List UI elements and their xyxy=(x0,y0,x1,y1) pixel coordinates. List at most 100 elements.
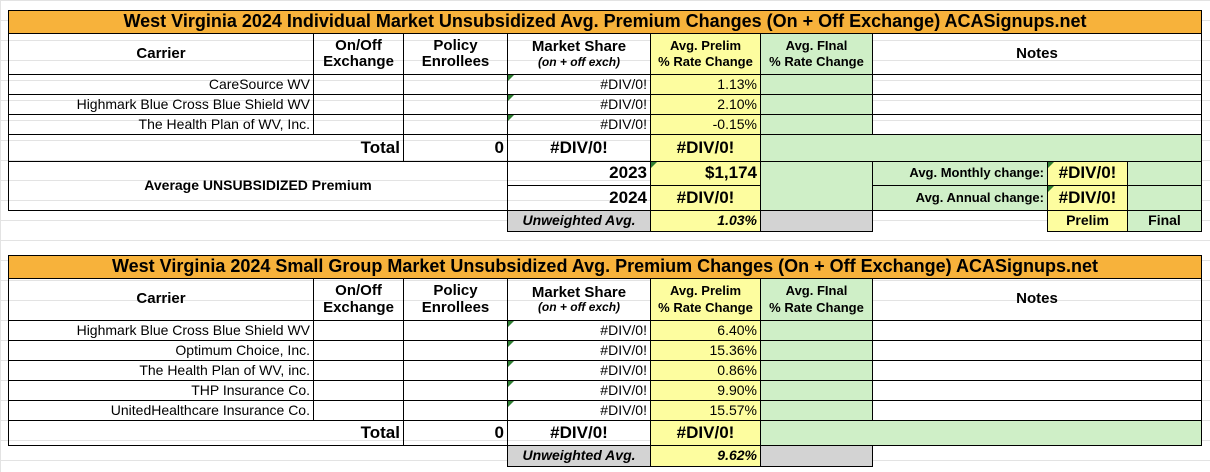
individual-title[interactable]: West Virginia 2024 Individual Market Uns… xyxy=(8,10,1202,34)
enrollees-cell[interactable] xyxy=(403,74,508,95)
carrier-cell[interactable]: The Health Plan of WV, Inc. xyxy=(8,114,314,135)
final-cell[interactable] xyxy=(760,340,873,361)
avg-premium-label[interactable]: Average UNSUBSIDIZED Premium xyxy=(8,161,508,211)
market-share-cell[interactable]: #DIV/0! xyxy=(507,340,651,361)
header-policy-enrollees[interactable]: Policy Enrollees xyxy=(403,33,508,75)
enrollees-cell[interactable] xyxy=(403,380,508,401)
on-off-cell[interactable] xyxy=(313,340,404,361)
final-cell[interactable] xyxy=(760,400,873,421)
prelim-cell[interactable]: -0.15% xyxy=(650,114,761,135)
total-market-share[interactable]: #DIV/0! xyxy=(507,134,651,162)
total-market-share[interactable]: #DIV/0! xyxy=(507,420,651,446)
enrollees-cell[interactable] xyxy=(403,360,508,381)
unweighted-avg-value[interactable]: 9.62% xyxy=(650,445,761,467)
header-notes[interactable]: Notes xyxy=(872,278,1202,321)
notes-cell[interactable] xyxy=(872,360,1202,381)
final-cell[interactable] xyxy=(760,320,873,341)
enrollees-cell[interactable] xyxy=(403,114,508,135)
carrier-cell[interactable]: Highmark Blue Cross Blue Shield WV xyxy=(8,94,314,115)
total-label[interactable]: Total xyxy=(8,420,404,446)
prelim-cell[interactable]: 15.36% xyxy=(650,340,761,361)
final-cell[interactable] xyxy=(760,114,873,135)
year-2023-label[interactable]: 2023 xyxy=(507,161,651,186)
header-notes[interactable]: Notes xyxy=(872,33,1202,75)
premium-final-cell[interactable] xyxy=(760,161,873,211)
header-on-off-exchange[interactable]: On/Off Exchange xyxy=(313,278,404,321)
premium-2024-value[interactable]: #DIV/0! xyxy=(650,185,761,211)
avg-monthly-change-label[interactable]: Avg. Monthly change: xyxy=(872,161,1048,186)
avg-monthly-change-value[interactable]: #DIV/0! xyxy=(1047,161,1128,186)
carrier-cell[interactable]: CareSource WV xyxy=(8,74,314,95)
notes-cell[interactable] xyxy=(872,94,1202,115)
final-cell[interactable] xyxy=(760,74,873,95)
prelim-cell[interactable]: 2.10% xyxy=(650,94,761,115)
header-avg-final[interactable]: Avg. FInal% Rate Change xyxy=(760,33,873,75)
market-share-cell[interactable]: #DIV/0! xyxy=(507,74,651,95)
small-group-title[interactable]: West Virginia 2024 Small Group Market Un… xyxy=(8,255,1202,279)
avg-annual-change-value[interactable]: #DIV/0! xyxy=(1047,185,1128,211)
notes-cell[interactable] xyxy=(872,340,1202,361)
header-market-share[interactable]: Market Share (on + off exch) xyxy=(507,278,651,321)
on-off-cell[interactable] xyxy=(313,74,404,95)
market-share-cell[interactable]: #DIV/0! xyxy=(507,400,651,421)
prelim-cell[interactable]: 0.86% xyxy=(650,360,761,381)
year-2024-label[interactable]: 2024 xyxy=(507,185,651,211)
enrollees-cell[interactable] xyxy=(403,400,508,421)
header-avg-prelim[interactable]: Avg. Prelim% Rate Change xyxy=(650,33,761,75)
total-final-notes[interactable] xyxy=(760,420,1202,446)
total-prelim[interactable]: #DIV/0! xyxy=(650,134,761,162)
unweighted-avg-value[interactable]: 1.03% xyxy=(650,210,761,232)
header-avg-prelim[interactable]: Avg. Prelim% Rate Change xyxy=(650,278,761,321)
header-avg-final[interactable]: Avg. FInal% Rate Change xyxy=(760,278,873,321)
monthly-final-cell[interactable] xyxy=(1127,161,1202,186)
header-carrier[interactable]: Carrier xyxy=(8,33,314,75)
annual-final-cell[interactable] xyxy=(1127,185,1202,211)
notes-cell[interactable] xyxy=(872,320,1202,341)
total-enrollees[interactable]: 0 xyxy=(403,420,508,446)
notes-cell[interactable] xyxy=(872,74,1202,95)
market-share-cell[interactable]: #DIV/0! xyxy=(507,94,651,115)
on-off-cell[interactable] xyxy=(313,360,404,381)
enrollees-cell[interactable] xyxy=(403,340,508,361)
total-label[interactable]: Total xyxy=(8,134,404,162)
on-off-cell[interactable] xyxy=(313,94,404,115)
prelim-legend[interactable]: Prelim xyxy=(1047,210,1128,232)
prelim-cell[interactable]: 1.13% xyxy=(650,74,761,95)
final-legend[interactable]: Final xyxy=(1127,210,1202,232)
header-policy-enrollees[interactable]: Policy Enrollees xyxy=(403,278,508,321)
enrollees-cell[interactable] xyxy=(403,94,508,115)
header-on-off-exchange[interactable]: On/Off Exchange xyxy=(313,33,404,75)
unweighted-final-cell[interactable] xyxy=(760,445,873,467)
total-prelim[interactable]: #DIV/0! xyxy=(650,420,761,446)
premium-2023-value[interactable]: $1,174 xyxy=(650,161,761,186)
notes-cell[interactable] xyxy=(872,400,1202,421)
on-off-cell[interactable] xyxy=(313,400,404,421)
prelim-cell[interactable]: 6.40% xyxy=(650,320,761,341)
enrollees-cell[interactable] xyxy=(403,320,508,341)
prelim-cell[interactable]: 9.90% xyxy=(650,380,761,401)
carrier-cell[interactable]: Highmark Blue Cross Blue Shield WV xyxy=(8,320,314,341)
on-off-cell[interactable] xyxy=(313,114,404,135)
market-share-cell[interactable]: #DIV/0! xyxy=(507,360,651,381)
carrier-cell[interactable]: Optimum Choice, Inc. xyxy=(8,340,314,361)
market-share-cell[interactable]: #DIV/0! xyxy=(507,380,651,401)
carrier-cell[interactable]: THP Insurance Co. xyxy=(8,380,314,401)
total-final-notes[interactable] xyxy=(760,134,1202,162)
final-cell[interactable] xyxy=(760,360,873,381)
on-off-cell[interactable] xyxy=(313,320,404,341)
unweighted-final-cell[interactable] xyxy=(760,210,873,232)
header-market-share[interactable]: Market Share (on + off exch) xyxy=(507,33,651,75)
market-share-cell[interactable]: #DIV/0! xyxy=(507,320,651,341)
notes-cell[interactable] xyxy=(872,380,1202,401)
prelim-cell[interactable]: 15.57% xyxy=(650,400,761,421)
on-off-cell[interactable] xyxy=(313,380,404,401)
unweighted-avg-label[interactable]: Unweighted Avg. xyxy=(507,445,651,467)
carrier-cell[interactable]: The Health Plan of WV, inc. xyxy=(8,360,314,381)
notes-cell[interactable] xyxy=(872,114,1202,135)
header-carrier[interactable]: Carrier xyxy=(8,278,314,321)
market-share-cell[interactable]: #DIV/0! xyxy=(507,114,651,135)
unweighted-avg-label[interactable]: Unweighted Avg. xyxy=(507,210,651,232)
total-enrollees[interactable]: 0 xyxy=(403,134,508,162)
carrier-cell[interactable]: UnitedHealthcare Insurance Co. xyxy=(8,400,314,421)
final-cell[interactable] xyxy=(760,94,873,115)
